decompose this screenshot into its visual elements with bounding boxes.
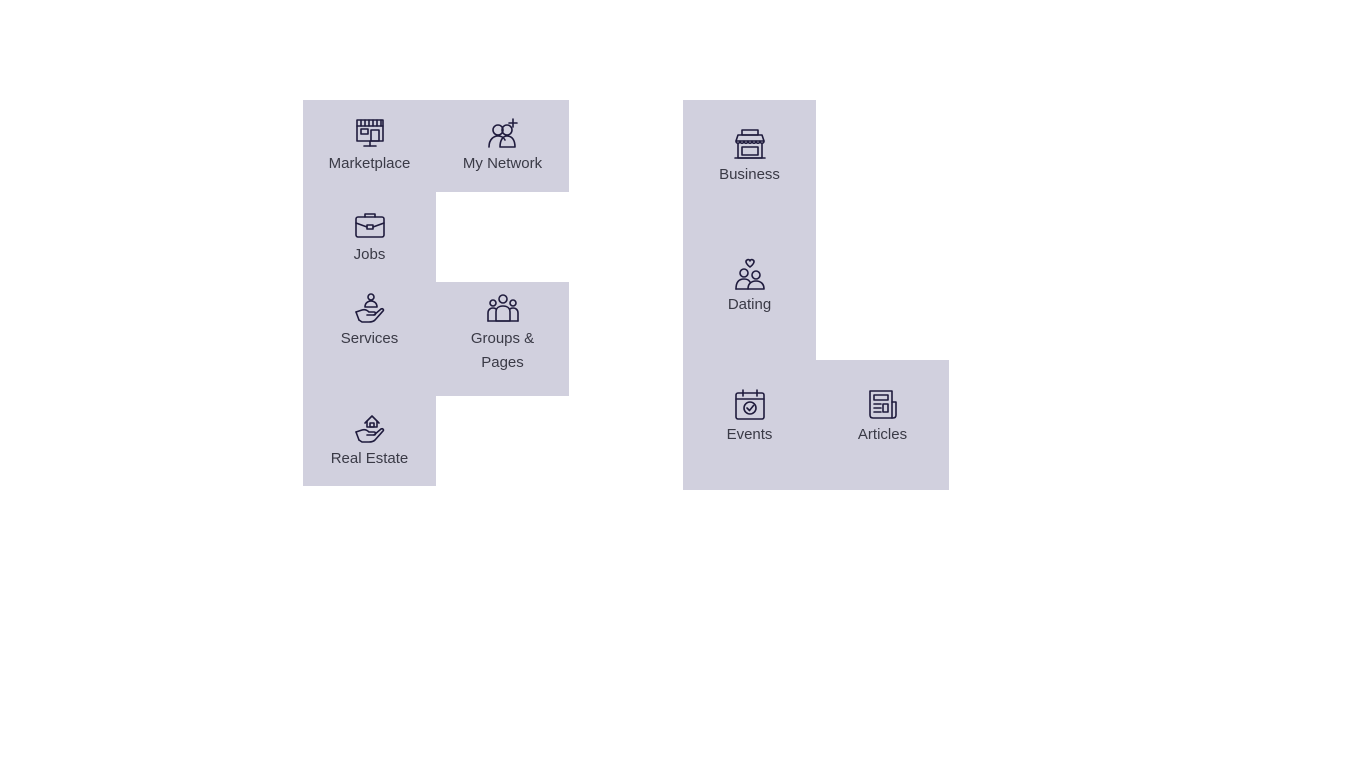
- tile-events[interactable]: Events: [683, 360, 816, 490]
- marketplace-icon: [353, 117, 387, 151]
- couple-heart-icon: [733, 258, 767, 292]
- tile-label: Dating: [727, 296, 772, 313]
- calendar-check-icon: [733, 388, 767, 422]
- tile-label: Jobs: [353, 245, 386, 263]
- storefront-icon: [733, 128, 767, 162]
- tile-real-estate[interactable]: Real Estate: [303, 396, 436, 486]
- tile-business[interactable]: Business: [683, 100, 816, 230]
- services-hand-icon: [353, 292, 387, 326]
- tile-services[interactable]: Services: [303, 282, 436, 396]
- tile-jobs[interactable]: Jobs: [303, 192, 436, 282]
- tile-marketplace[interactable]: Marketplace: [303, 100, 436, 192]
- briefcase-icon: [353, 208, 387, 242]
- tile-label: Groups & Pages: [470, 330, 535, 371]
- tile-dating[interactable]: Dating: [683, 230, 816, 360]
- tile-my-network[interactable]: My Network: [436, 100, 569, 192]
- my-network-icon: [486, 117, 520, 151]
- tile-articles[interactable]: Articles: [816, 360, 949, 490]
- real-estate-hand-icon: [353, 412, 387, 446]
- newspaper-icon: [866, 388, 900, 422]
- tile-label: My Network: [462, 154, 543, 172]
- tile-label: Business: [719, 166, 780, 183]
- tile-groups-pages[interactable]: Groups & Pages: [436, 282, 569, 396]
- tile-label: Real Estate: [330, 449, 409, 467]
- tile-label: Marketplace: [328, 154, 411, 172]
- groups-icon: [486, 292, 520, 326]
- tile-label: Services: [340, 330, 399, 347]
- tile-label: Events: [726, 426, 773, 443]
- tile-label: Articles: [857, 426, 908, 443]
